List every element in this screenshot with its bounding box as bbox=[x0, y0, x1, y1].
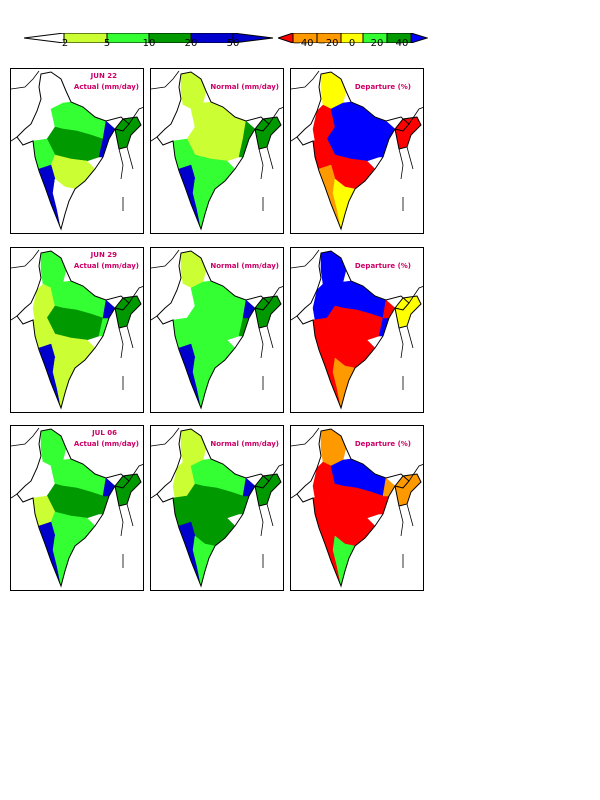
departure-map-panel: Departure (%) bbox=[290, 247, 424, 413]
actual-rainfall-map bbox=[11, 249, 143, 410]
northeast-outline bbox=[394, 473, 422, 507]
neighbor-borders bbox=[151, 70, 283, 211]
normal-rainfall-map bbox=[151, 70, 283, 231]
actual-map-panel: JUN 29 Actual (mm/day) bbox=[10, 247, 144, 413]
normal-map-panel: Normal (mm/day) bbox=[150, 425, 284, 591]
neighbor-borders bbox=[151, 427, 283, 568]
departure-colorbar bbox=[276, 28, 429, 44]
normal-rainfall-map bbox=[151, 427, 283, 588]
departure-rainfall-map bbox=[291, 427, 423, 588]
actual-title: Actual (mm/day) bbox=[73, 83, 139, 91]
normal-title: Normal (mm/day) bbox=[210, 440, 279, 448]
rainfall-colorbar bbox=[23, 28, 274, 44]
departure-tick-label: −20 bbox=[317, 38, 339, 49]
actual-title: Actual (mm/day) bbox=[73, 262, 139, 270]
northeast-outline bbox=[114, 116, 142, 150]
neighbor-borders bbox=[151, 249, 283, 390]
normal-title: Normal (mm/day) bbox=[210, 83, 279, 91]
actual-map-panel: JUL 06 Actual (mm/day) bbox=[10, 425, 144, 591]
departure-map-panel: Departure (%) bbox=[290, 425, 424, 591]
northeast-outline bbox=[114, 473, 142, 507]
departure-tick-label: 40 bbox=[395, 38, 409, 49]
departure-tick-label: 20 bbox=[370, 38, 384, 49]
india-outline bbox=[16, 250, 130, 410]
departure-map-panel: Departure (%) bbox=[290, 68, 424, 234]
week-date-label: JUL 06 bbox=[92, 429, 117, 437]
rainfall-tick-label: 50 bbox=[226, 38, 240, 49]
departure-tick-label: 0 bbox=[348, 38, 356, 49]
india-outline bbox=[16, 428, 130, 588]
departure-colorbar-swatches bbox=[276, 32, 429, 44]
northeast-outline bbox=[254, 473, 282, 507]
india-outline bbox=[296, 428, 410, 588]
normal-title: Normal (mm/day) bbox=[210, 262, 279, 270]
india-outline bbox=[16, 71, 130, 231]
neighbor-borders bbox=[291, 427, 423, 568]
actual-rainfall-map bbox=[11, 70, 143, 231]
rainfall-tick-label: 5 bbox=[103, 38, 111, 49]
india-outline bbox=[156, 428, 270, 588]
northeast-outline bbox=[394, 116, 422, 150]
departure-title: Departure (%) bbox=[354, 262, 411, 270]
rainfall-tick-label: 2 bbox=[61, 38, 69, 49]
week-date-label: JUN 22 bbox=[90, 72, 117, 80]
departure-title: Departure (%) bbox=[354, 83, 411, 91]
rainfall-tick-label: 10 bbox=[142, 38, 156, 49]
neighbor-borders bbox=[291, 70, 423, 211]
week-date-label: JUN 29 bbox=[90, 251, 117, 259]
northeast-outline bbox=[114, 295, 142, 329]
actual-rainfall-map bbox=[11, 427, 143, 588]
neighbor-borders bbox=[291, 249, 423, 390]
neighbor-borders bbox=[11, 427, 143, 568]
normal-map-panel: Normal (mm/day) bbox=[150, 68, 284, 234]
neighbor-borders bbox=[11, 70, 143, 211]
northeast-outline bbox=[254, 295, 282, 329]
neighbor-borders bbox=[11, 249, 143, 390]
normal-rainfall-map bbox=[151, 249, 283, 410]
departure-title: Departure (%) bbox=[354, 440, 411, 448]
northeast-outline bbox=[254, 116, 282, 150]
departure-rainfall-map bbox=[291, 70, 423, 231]
departure-tick-label: −40 bbox=[292, 38, 314, 49]
india-outline bbox=[156, 250, 270, 410]
departure-rainfall-map bbox=[291, 249, 423, 410]
northeast-outline bbox=[394, 295, 422, 329]
normal-map-panel: Normal (mm/day) bbox=[150, 247, 284, 413]
india-outline bbox=[156, 71, 270, 231]
actual-map-panel: JUN 22 Actual (mm/day) bbox=[10, 68, 144, 234]
india-outline bbox=[296, 250, 410, 410]
india-outline bbox=[296, 71, 410, 231]
actual-title: Actual (mm/day) bbox=[73, 440, 139, 448]
rainfall-tick-label: 20 bbox=[184, 38, 198, 49]
